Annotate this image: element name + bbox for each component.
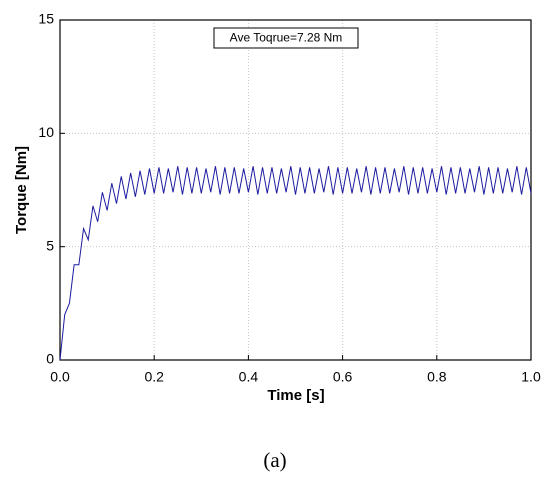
y-tick-label: 0 [46,351,54,367]
x-tick-label: 0.4 [239,369,259,385]
annotation: Ave Toqrue=7.28 Nm [230,31,343,45]
x-axis-label: Time [s] [267,387,324,404]
y-tick-label: 10 [38,124,54,140]
plot-frame [59,19,532,361]
y-axis-label: Torque [Nm] [13,146,30,234]
x-tick-label: 0.2 [144,369,164,385]
torque-line [59,166,532,361]
annotation-box [213,27,359,49]
y-tick-label: 5 [46,237,54,253]
x-tick-label: 0.0 [50,369,70,385]
y-tick-label: 15 [38,11,54,27]
x-tick-label: 0.6 [333,369,353,385]
caption: (a) [263,448,286,472]
x-tick-label: 1.0 [521,369,541,385]
x-tick-label: 0.8 [427,369,447,385]
